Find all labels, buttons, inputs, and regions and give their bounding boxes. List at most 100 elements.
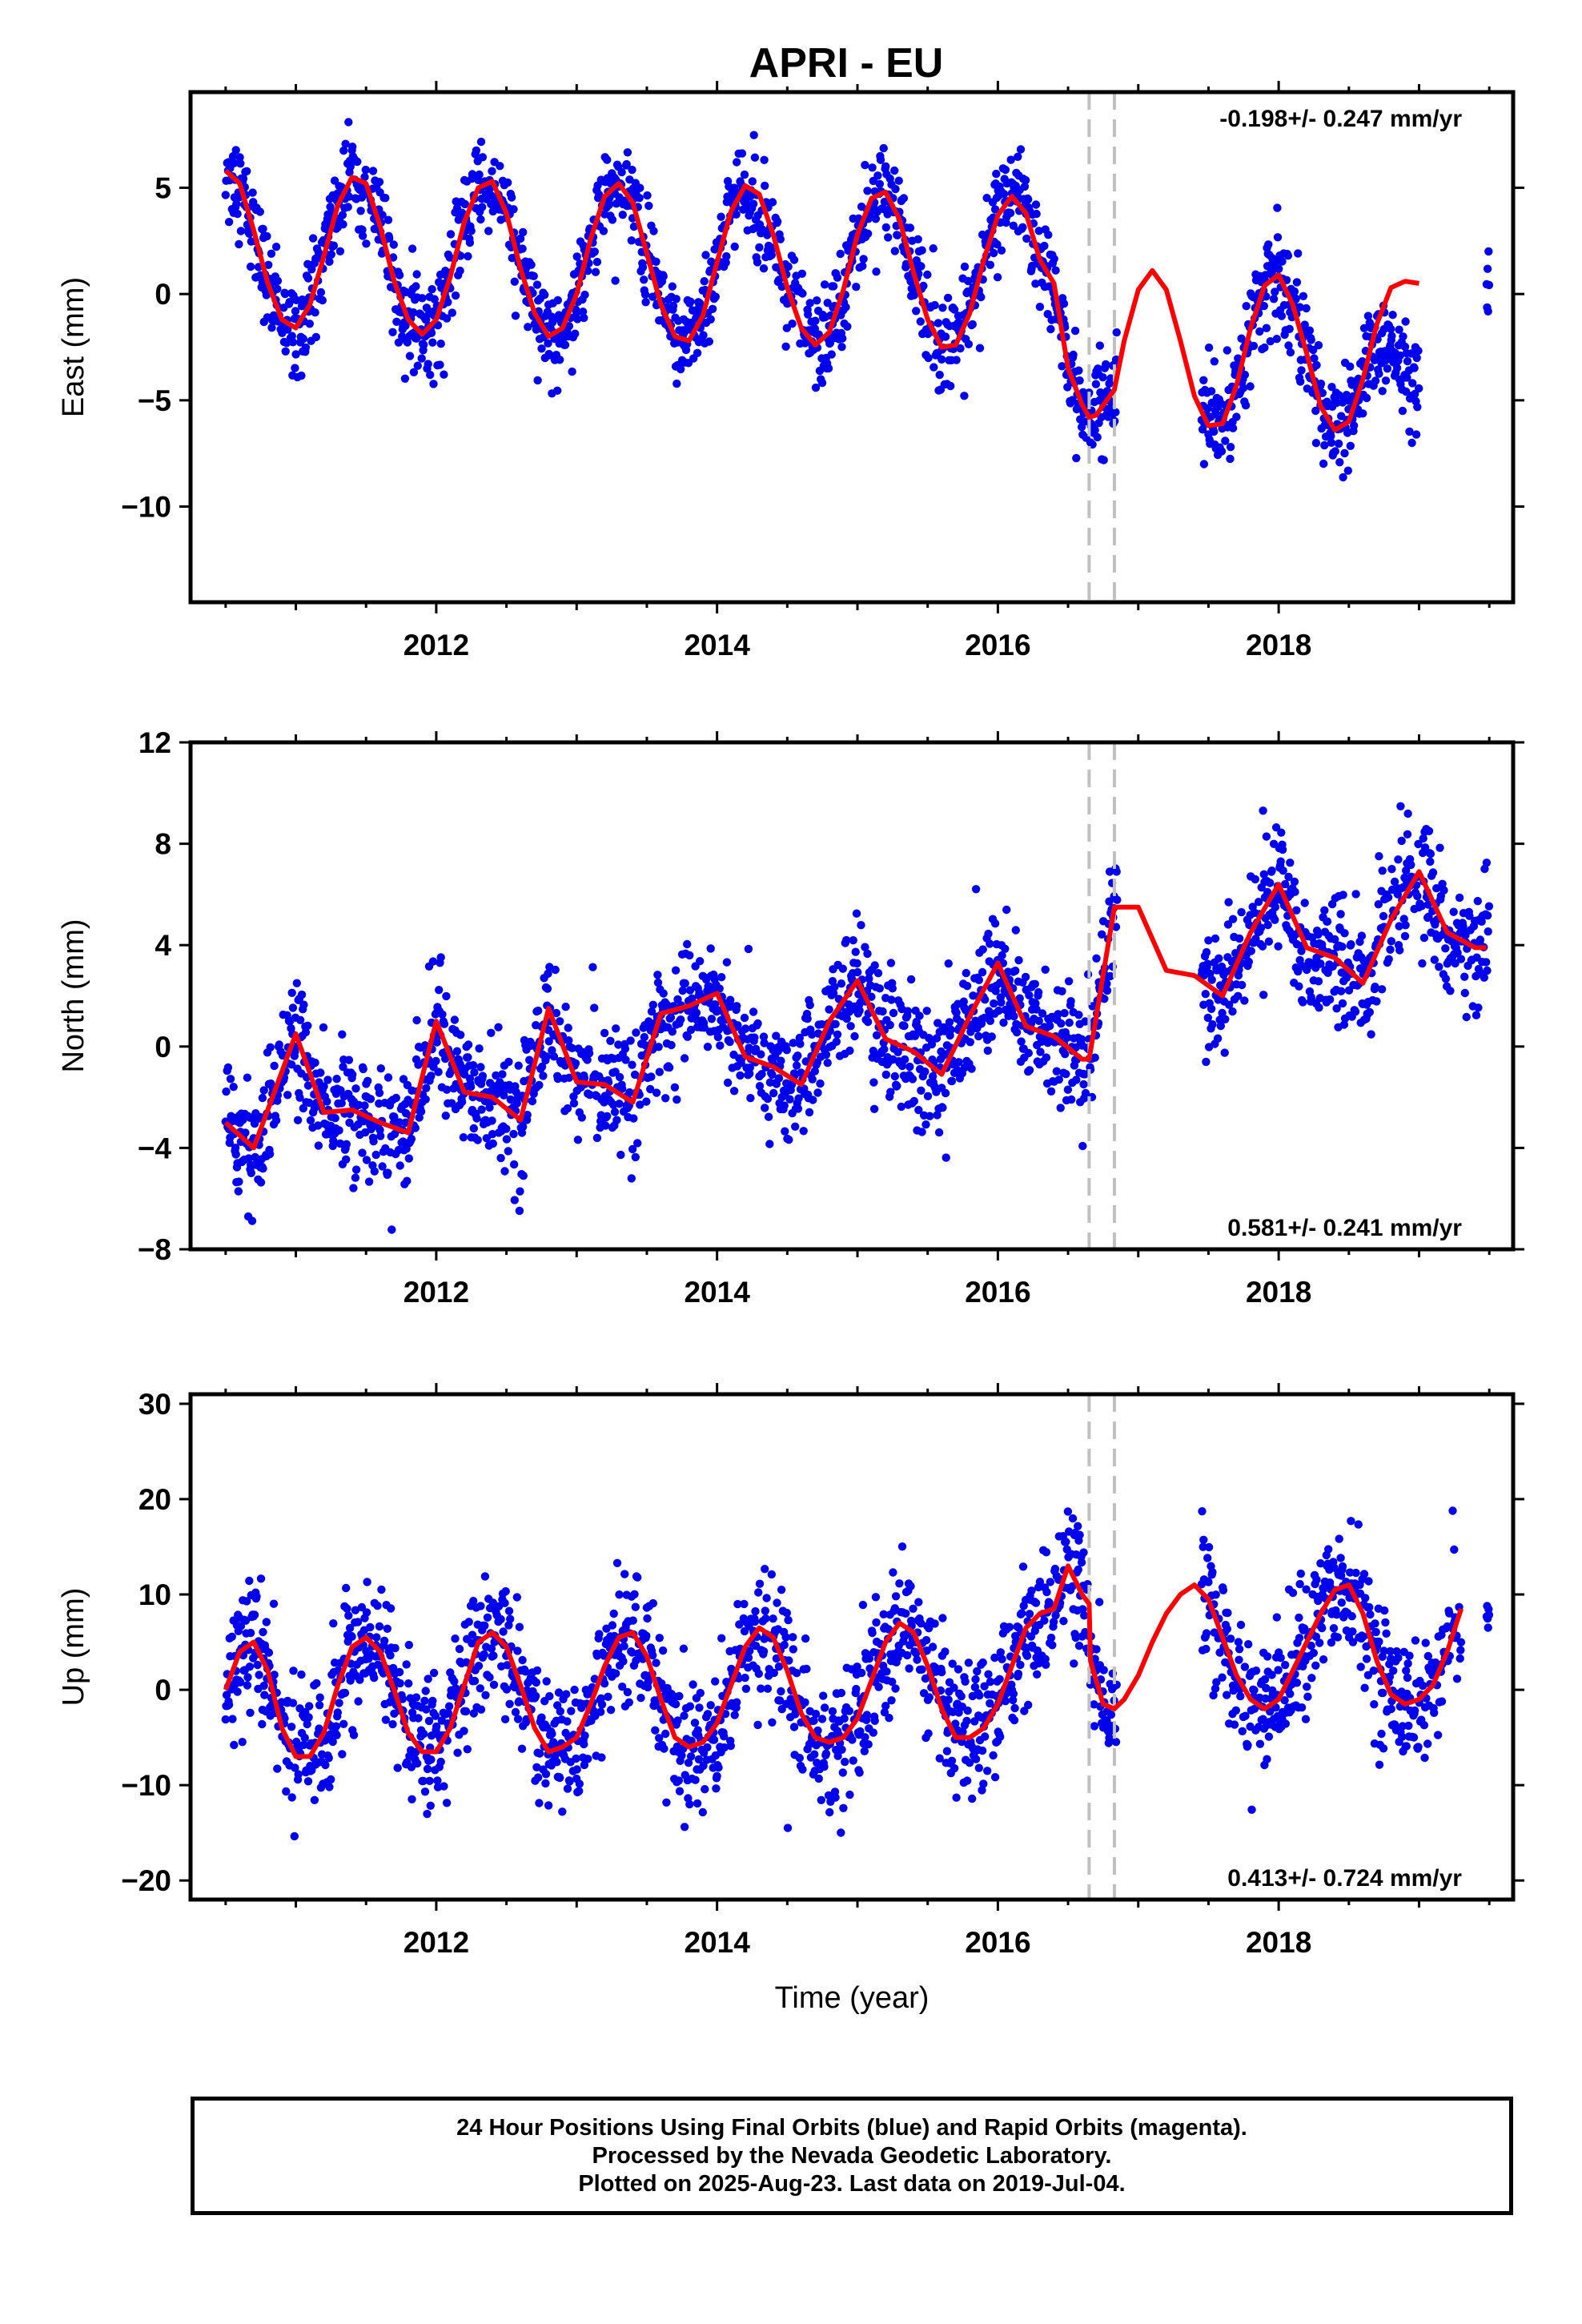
data-point <box>403 338 412 347</box>
data-point <box>723 1078 733 1088</box>
data-point <box>504 178 512 187</box>
data-point <box>888 984 897 993</box>
data-point <box>315 1724 323 1733</box>
data-point <box>565 1777 574 1786</box>
data-point <box>711 292 720 301</box>
data-point <box>823 299 832 308</box>
data-point <box>1432 0 1440 4</box>
data-point <box>681 979 689 988</box>
data-point <box>496 1153 505 1163</box>
data-point <box>1428 0 1436 4</box>
data-point <box>1401 317 1410 326</box>
data-point <box>327 1775 335 1784</box>
data-point <box>1032 209 1041 219</box>
data-point <box>685 1799 694 1809</box>
data-point <box>853 959 861 968</box>
data-point <box>1278 257 1287 266</box>
y-tick-label: −4 <box>138 1132 172 1164</box>
data-point <box>691 1775 700 1784</box>
data-point <box>1284 341 1293 350</box>
data-point <box>379 1636 389 1645</box>
data-point <box>725 1037 734 1047</box>
data-point <box>797 269 806 278</box>
data-point <box>572 1765 581 1774</box>
data-point <box>1405 427 1414 436</box>
data-point <box>1038 1009 1047 1018</box>
data-point <box>1365 1007 1375 1017</box>
data-point <box>556 1017 564 1026</box>
data-point <box>324 1754 333 1763</box>
data-point <box>805 1108 814 1117</box>
data-point <box>707 1015 717 1023</box>
data-point <box>222 1691 231 1699</box>
data-point <box>297 371 306 380</box>
data-point <box>1363 312 1373 320</box>
data-point <box>870 961 879 970</box>
data-point <box>1403 809 1412 818</box>
data-point <box>411 1124 420 1132</box>
data-point <box>516 1187 524 1196</box>
data-point <box>1211 934 1220 943</box>
data-point <box>754 1588 763 1597</box>
data-point <box>1263 887 1272 897</box>
data-point <box>1430 0 1438 4</box>
data-point <box>720 1743 729 1752</box>
data-point <box>308 234 318 243</box>
data-point <box>398 1695 407 1703</box>
data-point <box>534 1006 543 1015</box>
data-point <box>1009 221 1018 230</box>
data-point <box>1255 327 1264 336</box>
data-point <box>476 1705 486 1714</box>
data-point <box>413 1759 422 1768</box>
data-point <box>1464 0 1472 4</box>
data-point <box>811 316 820 325</box>
data-point <box>986 939 994 948</box>
data-point <box>1080 1070 1090 1079</box>
data-point <box>489 1680 499 1689</box>
data-point <box>488 1130 497 1139</box>
data-point <box>359 1064 367 1074</box>
data-point <box>450 1677 459 1686</box>
data-point <box>1204 343 1214 352</box>
data-point <box>868 163 877 172</box>
data-point <box>753 258 762 267</box>
data-point <box>1449 0 1457 4</box>
data-point <box>478 153 488 162</box>
data-point <box>414 1714 423 1723</box>
data-point <box>465 238 475 247</box>
data-point <box>396 1161 404 1170</box>
data-point <box>1010 1011 1018 1021</box>
data-point <box>929 244 938 253</box>
data-point <box>1224 898 1233 907</box>
data-point <box>1081 1017 1090 1026</box>
data-point <box>329 1136 338 1145</box>
data-point <box>890 166 899 175</box>
data-point <box>228 1715 237 1723</box>
data-point <box>767 251 776 259</box>
data-point <box>759 264 769 273</box>
data-point <box>470 1676 480 1686</box>
data-point <box>1451 959 1460 968</box>
data-point <box>933 1111 942 1120</box>
data-point <box>785 1095 794 1104</box>
data-point <box>715 984 724 993</box>
data-point <box>524 323 532 332</box>
data-point <box>838 334 847 343</box>
data-point <box>990 919 1000 928</box>
data-point <box>438 1010 447 1019</box>
data-point <box>644 201 653 211</box>
data-point <box>373 1602 382 1610</box>
data-point <box>539 1072 548 1080</box>
data-point <box>1351 890 1360 899</box>
data-point <box>1460 988 1470 998</box>
data-point <box>733 158 741 167</box>
data-point <box>1093 432 1102 442</box>
data-point <box>655 1734 664 1743</box>
data-point <box>1260 343 1269 352</box>
data-point <box>900 1021 909 1031</box>
data-point <box>233 1687 242 1696</box>
data-point <box>875 984 885 993</box>
data-point <box>1480 0 1488 4</box>
data-point <box>833 1030 842 1039</box>
data-point <box>917 1086 926 1096</box>
